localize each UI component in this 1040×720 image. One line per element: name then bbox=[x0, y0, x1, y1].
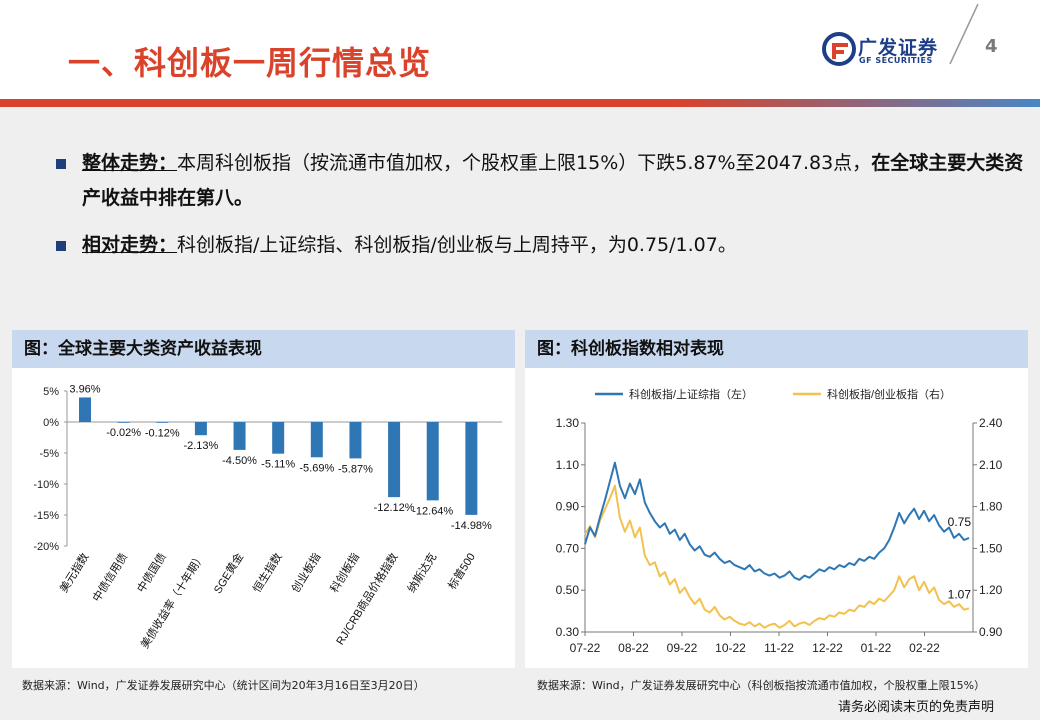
category-label: SGE黄金 bbox=[210, 550, 246, 596]
asset-returns-bar-chart: 5% 0% -5% -10% -15% -20% 3.96% 美元指数 -0.02% 中债信用债 -… bbox=[33, 383, 502, 651]
bar bbox=[79, 397, 91, 422]
y-right-tick-label: 2.40 bbox=[979, 416, 1003, 430]
legend-label: 科创板指/创业板指（右） bbox=[827, 387, 951, 401]
x-tick-label: 08-22 bbox=[618, 641, 649, 655]
x-tick-label: 10-22 bbox=[715, 641, 746, 655]
bullet-text: 本周科创板指（按流通市值加权，个股权重上限15%）下跌5.87%至2047.83… bbox=[177, 152, 872, 174]
y-right-tick-label: 1.80 bbox=[979, 500, 1003, 514]
bullet-bold-text: 在全球主要大类资产收益中排在第八。 bbox=[82, 152, 1024, 209]
logo-text-en: GF SECURITIES bbox=[859, 56, 933, 65]
bar bbox=[156, 422, 169, 423]
bar-value-label: -5.11% bbox=[261, 459, 295, 471]
bar bbox=[233, 422, 246, 450]
y-left-tick-label: 1.30 bbox=[556, 416, 580, 430]
x-tick-label: 02-22 bbox=[909, 641, 940, 655]
right-panel-source: 数据来源：Wind，广发证券发展研究中心（科创板指按流通市值加权，个股权重上限1… bbox=[537, 679, 986, 692]
category-label: 美债收益率（十年期） bbox=[137, 550, 207, 651]
bar bbox=[117, 422, 130, 423]
series-end-label: 0.75 bbox=[948, 515, 972, 529]
left-panel-body: 5% 0% -5% -10% -15% -20% 3.96% 美元指数 -0.02% 中债信用债 -… bbox=[12, 368, 515, 668]
bar-value-label: -14.98% bbox=[451, 520, 492, 532]
y-tick-label: -5% bbox=[39, 448, 59, 460]
bullet-text: 科创板指/上证综指、科创板指/创业板与上周持平，为0.75/1.07。 bbox=[177, 234, 737, 256]
logo-text-cn: 广发证券 bbox=[858, 37, 939, 59]
bar-value-label: -0.12% bbox=[145, 428, 180, 440]
left-panel-source: 数据来源：Wind，广发证券发展研究中心（统计区间为20年3月16日至3月20日… bbox=[22, 679, 425, 692]
y-tick-label: -20% bbox=[33, 541, 59, 553]
category-label: 创业板指 bbox=[288, 550, 323, 595]
category-label: 标普500 bbox=[445, 550, 478, 592]
x-tick-label: 11-22 bbox=[764, 641, 794, 655]
left-panel-header: 图：全球主要大类资产收益表现 bbox=[12, 330, 515, 368]
category-label: 恒生指数 bbox=[250, 550, 285, 595]
y-right-tick-label: 1.50 bbox=[979, 541, 1003, 555]
bar-value-label: -4.50% bbox=[222, 455, 257, 467]
gf-logo-icon bbox=[822, 32, 856, 66]
y-tick-label: 5% bbox=[43, 386, 59, 398]
category-label: 美元指数 bbox=[56, 550, 91, 595]
category-label: 中债信用债 bbox=[89, 550, 130, 604]
y-left-tick-label: 1.10 bbox=[556, 458, 580, 472]
y-right-tick-label: 0.90 bbox=[979, 625, 1003, 639]
bar-value-label: -0.02% bbox=[106, 427, 141, 439]
legend-label: 科创板指/上证综指（左） bbox=[629, 387, 753, 401]
gf-securities-logo: 广发证券 GF SECURITIES bbox=[822, 30, 948, 70]
page-number: 4 bbox=[985, 36, 998, 57]
bar bbox=[310, 422, 323, 458]
bar-value-label: -5.69% bbox=[299, 462, 334, 474]
y-left-tick-label: 0.30 bbox=[556, 625, 580, 639]
x-tick-label: 12-22 bbox=[812, 641, 843, 655]
disclaimer: 请务必阅读末页的免责声明 bbox=[838, 700, 995, 715]
x-tick-label: 01-22 bbox=[861, 641, 892, 655]
bar bbox=[388, 422, 401, 498]
y-left-tick-label: 0.70 bbox=[556, 541, 580, 555]
series-end-label: 1.07 bbox=[948, 587, 972, 601]
bar-value-label: -2.13% bbox=[183, 440, 218, 452]
bar bbox=[272, 422, 285, 454]
y-right-tick-label: 1.20 bbox=[979, 583, 1003, 597]
bar-value-label: -12.12% bbox=[374, 502, 415, 514]
slash-divider bbox=[949, 3, 979, 65]
bar-value-label: -5.87% bbox=[338, 463, 373, 475]
x-tick-label: 09-22 bbox=[667, 641, 698, 655]
bullet-square-icon bbox=[56, 159, 66, 169]
bar bbox=[465, 422, 478, 515]
y-tick-label: -15% bbox=[33, 510, 59, 522]
bullet-square-icon bbox=[56, 241, 66, 251]
series-line-kc-vs-sh bbox=[584, 461, 970, 581]
right-panel-header: 图：科创板指数相对表现 bbox=[525, 330, 1028, 368]
bar-value-label: -12.64% bbox=[412, 505, 453, 517]
category-label: 纳斯达克 bbox=[405, 551, 439, 595]
y-tick-label: -10% bbox=[33, 479, 59, 491]
right-panel-body: 科创板指/上证综指（左） 科创板指/创业板指（右） 1.30 1.10 0.90 0.70… bbox=[525, 368, 1028, 668]
page-title: 一、科创板一周行情总览 bbox=[68, 44, 432, 82]
bar bbox=[426, 422, 439, 501]
bar-value-label: 3.96% bbox=[69, 383, 100, 395]
bar bbox=[194, 422, 207, 436]
y-tick-label: 0% bbox=[43, 417, 59, 429]
y-left-tick-label: 0.50 bbox=[556, 583, 580, 597]
bullet-label: 整体走势： bbox=[82, 152, 178, 174]
bar bbox=[349, 422, 362, 459]
y-left-tick-label: 0.90 bbox=[556, 500, 580, 514]
series-line-kc-vs-cyb bbox=[584, 484, 970, 629]
bullet-label: 相对走势： bbox=[82, 234, 178, 256]
x-tick-label: 07-22 bbox=[570, 641, 601, 655]
y-right-tick-label: 2.10 bbox=[979, 458, 1003, 472]
relative-performance-line-chart: 科创板指/上证综指（左） 科创板指/创业板指（右） 1.30 1.10 0.90 0.70… bbox=[556, 387, 1003, 655]
header-accent-bar bbox=[0, 99, 1040, 107]
category-label: 中债国债 bbox=[134, 550, 169, 595]
category-label: 科创板指 bbox=[327, 550, 362, 595]
